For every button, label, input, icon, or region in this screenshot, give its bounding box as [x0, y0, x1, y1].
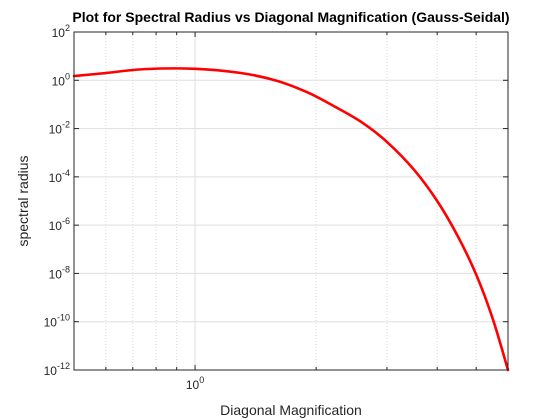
y-tick-label: 102 [52, 23, 70, 40]
spectral-radius-line [72, 67, 510, 372]
y-tick-label: 10-6 [49, 216, 70, 233]
grid [73, 31, 509, 371]
y-tick-label: 10-2 [49, 120, 70, 137]
x-axis-label: Diagonal Magnification [220, 402, 362, 418]
y-tick-label: 10-8 [49, 264, 70, 281]
y-axis-label: spectral radius [15, 155, 31, 246]
y-tick-label: 10-10 [44, 313, 70, 330]
y-tick-label: 10-4 [49, 168, 70, 185]
tick-marks [73, 31, 509, 371]
series-layer [72, 67, 510, 372]
tick-labels: 102 100 10-2 10-4 10-6 10-8 10-10 10-12 100 [44, 23, 205, 392]
plot-area [74, 32, 508, 370]
y-tick-label: 10-12 [44, 361, 70, 378]
x-tick-label: 100 [186, 375, 204, 392]
chart-title: Plot for Spectral Radius vs Diagonal Mag… [72, 9, 509, 25]
y-tick-label: 100 [52, 71, 70, 88]
axes-box [73, 31, 509, 371]
